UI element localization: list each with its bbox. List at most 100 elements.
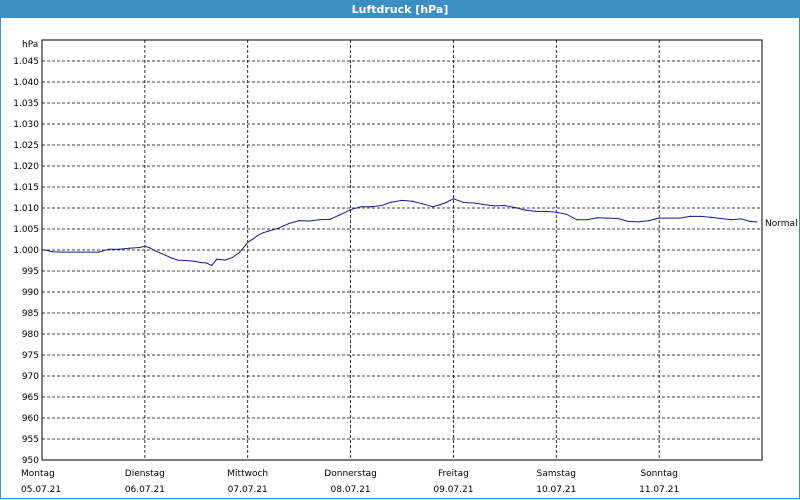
y-tick-label: 985	[22, 309, 39, 319]
y-tick-label: 1.005	[13, 225, 39, 235]
y-tick-label: 1.010	[13, 204, 39, 214]
x-tick-day-label: Mittwoch	[227, 469, 268, 479]
series-point	[169, 256, 172, 259]
series-point	[514, 206, 516, 209]
series-point	[298, 220, 300, 222]
series-point	[108, 248, 110, 250]
series-point	[329, 218, 331, 220]
series-point	[565, 213, 568, 215]
series-point	[247, 241, 249, 244]
series-point	[668, 217, 671, 219]
series-point	[61, 251, 64, 253]
series-point	[185, 259, 187, 262]
normal-reference-label: Normal	[765, 219, 798, 229]
x-tick-day-label: Freitag	[438, 469, 469, 479]
series-point	[231, 256, 233, 259]
series-point	[308, 220, 311, 222]
series-point	[463, 201, 465, 204]
series-point	[139, 246, 141, 249]
series-point	[699, 215, 701, 217]
series-point	[689, 215, 691, 217]
series-point	[555, 211, 557, 213]
series-point	[262, 232, 264, 234]
y-tick-label: 950	[22, 456, 39, 466]
series-point	[586, 219, 588, 221]
series-point	[205, 262, 208, 264]
x-tick-day-label: Montag	[21, 469, 55, 479]
y-axis-unit-label: hPa	[22, 40, 38, 50]
y-tick-label: 1.015	[13, 183, 39, 193]
y-tick-label: 980	[22, 330, 39, 340]
series-point	[257, 234, 259, 236]
series-point	[360, 206, 362, 208]
series-point	[720, 217, 722, 220]
series-point	[740, 218, 743, 220]
series-point	[627, 220, 629, 223]
series-point	[149, 247, 151, 249]
series-point	[493, 205, 496, 207]
series-point	[535, 210, 537, 212]
series-point	[77, 251, 79, 253]
series-point	[349, 209, 352, 211]
y-tick-label: 1.020	[13, 162, 39, 172]
series-point	[439, 204, 441, 206]
series-point	[267, 230, 269, 232]
x-tick-date-label: 11.07.21	[639, 485, 679, 495]
series-point	[483, 204, 485, 206]
y-tick-label: 1.000	[13, 246, 39, 256]
series-point	[216, 258, 218, 260]
series-point	[44, 249, 46, 251]
x-tick-day-label: Sonntag	[640, 469, 677, 479]
series-point	[339, 214, 341, 216]
series-point	[370, 206, 372, 208]
pressure-series-points	[41, 198, 758, 267]
series-point	[51, 251, 53, 253]
series-point	[319, 219, 321, 221]
series-point	[159, 252, 161, 254]
x-tick-day-label: Dienstag	[125, 469, 165, 479]
series-point	[128, 247, 131, 249]
y-tick-label: 955	[22, 435, 39, 445]
y-tick-label: 960	[22, 414, 39, 424]
y-tick-label: 1.025	[13, 141, 39, 151]
series-point	[756, 221, 758, 223]
series-point	[730, 219, 732, 221]
y-axis-ticks: 950 955 960 965 970 975 980 985 990 995 1.000 1.005…	[13, 57, 39, 466]
x-axis-ticks: Montag 05.07.21 Dienstag 06.07.21 Mittwoch 07…	[21, 469, 679, 495]
series-point	[576, 219, 578, 221]
series-point	[238, 251, 241, 254]
y-tick-label: 1.035	[13, 99, 39, 109]
y-tick-label: 965	[22, 393, 39, 403]
series-point	[452, 198, 455, 200]
x-tick-day-label: Donnerstag	[324, 469, 377, 479]
y-tick-label: 995	[22, 267, 39, 277]
series-point	[607, 217, 609, 219]
series-point	[473, 202, 475, 204]
series-point	[617, 217, 619, 220]
series-point	[749, 220, 751, 223]
series-point	[401, 199, 403, 202]
series-point	[252, 238, 254, 240]
series-point	[224, 259, 226, 261]
y-tick-label: 975	[22, 351, 39, 361]
series-point	[648, 220, 650, 222]
series-point	[637, 221, 640, 223]
grid-lines	[42, 40, 762, 460]
x-tick-date-label: 09.07.21	[433, 485, 473, 495]
series-point	[524, 209, 527, 211]
series-point	[421, 203, 424, 205]
series-point	[211, 264, 213, 267]
series-point	[118, 248, 120, 250]
series-point	[97, 251, 100, 253]
series-point	[144, 245, 146, 247]
series-point	[177, 259, 179, 261]
y-tick-label: 1.030	[13, 120, 39, 130]
series-point	[504, 204, 506, 207]
y-tick-label: 1.045	[13, 57, 39, 67]
series-point	[380, 204, 383, 207]
series-point	[154, 250, 156, 252]
x-tick-date-label: 07.07.21	[228, 485, 268, 495]
series-point	[658, 217, 660, 219]
series-point	[411, 200, 413, 202]
